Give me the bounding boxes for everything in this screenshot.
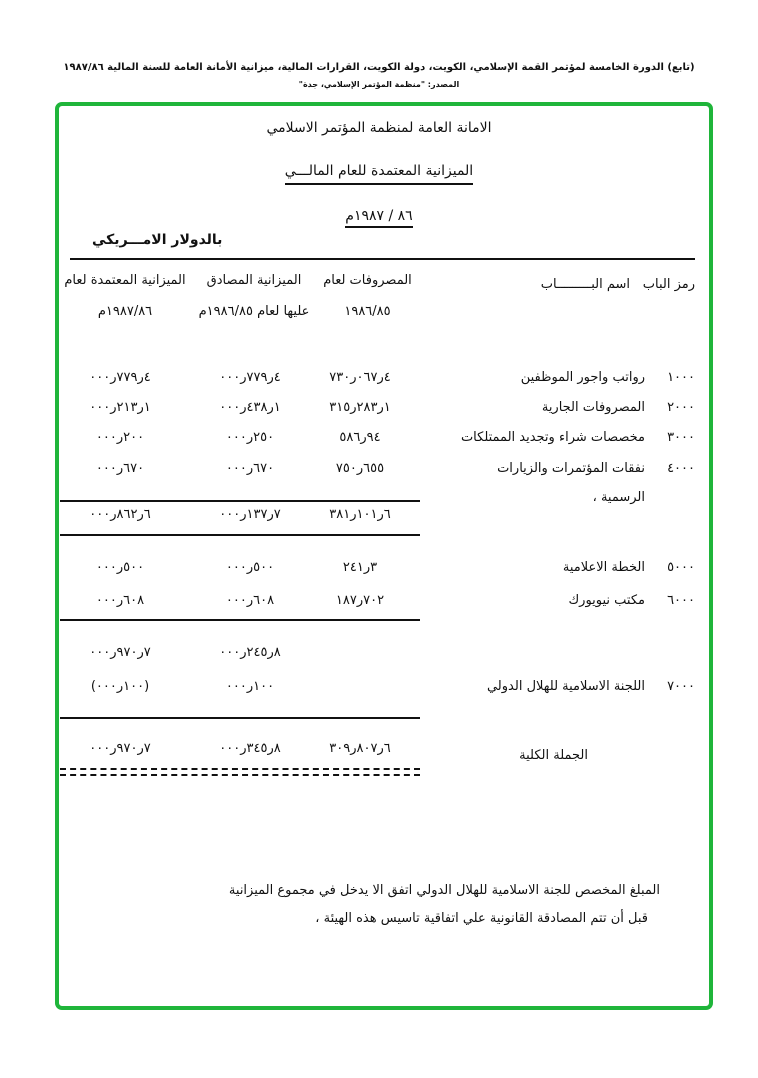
total-approved: ٨ر٣٤٥ر٠٠٠ xyxy=(219,741,281,756)
row-expenses: ٦٥٥ر٧٥٠ xyxy=(335,461,385,476)
row-approved: ٢٥٠ر٠٠٠ xyxy=(225,430,275,445)
row-name: رواتب واجور الموظفين xyxy=(520,370,645,385)
currency-note: بالدولار الامـــريكي xyxy=(92,232,223,248)
row-name: اللجنة الاسلامية للهلال الدولي xyxy=(486,679,645,694)
fiscal-year: ٨٦ / ١٩٨٧م xyxy=(0,208,758,228)
subtotal2-approved: ٨ر٢٤٥ر٠٠٠ xyxy=(219,645,281,660)
header-approved-year: عليها لعام ١٩٨٦/٨٥م xyxy=(198,304,310,319)
row-name: نفقات المؤتمرات والزيارات xyxy=(497,461,645,476)
header-approved-cell: الميزانية المصادق عليها لعام ١٩٨٦/٨٥م xyxy=(195,272,313,334)
header-approved: الميزانية المصادق xyxy=(206,273,302,288)
row-code: ٢٠٠٠ xyxy=(667,400,695,415)
header-rule xyxy=(70,258,695,260)
header-expenses-cell: المصروفات لعام ١٩٨٦/٨٥ xyxy=(320,272,415,334)
row-name: مخصصات شراء وتجديد الممتلكات xyxy=(460,430,645,445)
row-budget: ٦٠٨ر٠٠٠ xyxy=(95,593,145,608)
row-budget: ٦٧٠ر٠٠٠ xyxy=(95,461,145,476)
row-approved: ٦٧٠ر٠٠٠ xyxy=(225,461,275,476)
row-code: ٤٠٠٠ xyxy=(667,461,695,476)
header-name: اسم البـــــــــاب xyxy=(540,277,630,292)
row-expenses: ٧٠٢ر١٨٧ xyxy=(335,593,385,608)
header-expenses: المصروفات لعام xyxy=(323,273,412,288)
row-code: ٥٠٠٠ xyxy=(667,560,695,575)
header-code: رمز الباب xyxy=(642,277,695,292)
row-name: مكتب نيويورك xyxy=(568,593,645,608)
row-budget: ٤ر٧٧٩ر٠٠٠ xyxy=(89,370,151,385)
row-budget: ٥٠٠ر٠٠٠ xyxy=(95,560,145,575)
total-label: الجملة الكلية xyxy=(519,748,588,763)
subtotal1-expenses: ٦ر١٠١ر٣٨١ xyxy=(329,507,391,522)
footnote-line2: قبل أن تتم المصادقة القانونية علي اتفاقي… xyxy=(315,911,648,926)
fiscal-year-text: ٨٦ / ١٩٨٧م xyxy=(345,208,413,228)
double-rule xyxy=(60,768,420,776)
row-code: ٣٠٠٠ xyxy=(667,430,695,445)
row-budget: ٢٠٠ر٠٠٠ xyxy=(95,430,145,445)
header-budget-cell: الميزانية المعتمدة لعام ١٩٨٧/٨٦م xyxy=(62,272,188,334)
header-budget: الميزانية المعتمدة لعام xyxy=(64,273,186,288)
row-approved: ١ر٤٣٨ر٠٠٠ xyxy=(219,400,281,415)
total-budget: ٧ر٩٧٠ر٠٠٠ xyxy=(89,741,151,756)
row-code: ٦٠٠٠ xyxy=(667,593,695,608)
row-code: ١٠٠٠ xyxy=(667,370,695,385)
row-name: الخطة الاعلامية xyxy=(562,560,645,575)
document-title: الميزانية المعتمدة للعام المالـــي xyxy=(0,163,758,185)
total-expenses: ٦ر٨٠٧ر٣٠٩ xyxy=(329,741,391,756)
header-expenses-year: ١٩٨٦/٨٥ xyxy=(344,304,391,319)
section-rule xyxy=(60,619,420,621)
row-approved: ١٠٠ر٠٠٠ xyxy=(225,679,275,694)
row-budget: (١٠٠ر٠٠٠) xyxy=(90,679,150,694)
footnote-line1: المبلغ المخصص للجنة الاسلامية للهلال الد… xyxy=(228,883,660,898)
section-rule xyxy=(60,534,420,536)
row-approved: ٦٠٨ر٠٠٠ xyxy=(225,593,275,608)
row-expenses: ١ر٢٨٣ر٣١٥ xyxy=(329,400,391,415)
subtotal1-budget: ٦ر٨٦٢ر٠٠٠ xyxy=(89,507,151,522)
row-expenses: ٩٤ر٥٨٦ xyxy=(339,430,381,445)
row-code: ٧٠٠٠ xyxy=(667,679,695,694)
organization-name: الامانة العامة لمنظمة المؤتمر الاسلامي xyxy=(266,120,492,136)
source-header-line2: المصدر: "منظمة المؤتمر الإسلامي، جدة" xyxy=(298,80,460,89)
row-name-continued: الرسمية ، xyxy=(592,490,645,505)
subtotal1-approved: ٧ر١٣٧ر٠٠٠ xyxy=(219,507,281,522)
row-budget: ١ر٢١٣ر٠٠٠ xyxy=(89,400,151,415)
source-header-line1: (تابع) الدورة الخامسة لمؤتمر القمة الإسل… xyxy=(63,62,695,73)
document-title-text: الميزانية المعتمدة للعام المالـــي xyxy=(284,163,474,185)
section-rule xyxy=(60,717,420,719)
subtotal-rule xyxy=(60,500,420,502)
document-frame xyxy=(55,102,713,1010)
row-expenses: ٣ر٢٤١ xyxy=(342,560,378,575)
subtotal2-budget: ٧ر٩٧٠ر٠٠٠ xyxy=(89,645,151,660)
row-approved: ٤ر٧٧٩ر٠٠٠ xyxy=(219,370,281,385)
row-expenses: ٤ر٠٦٧ر٧٣٠ xyxy=(329,370,391,385)
header-budget-year: ١٩٨٧/٨٦م xyxy=(97,304,153,319)
row-name: المصروفات الجارية xyxy=(541,400,645,415)
row-approved: ٥٠٠ر٠٠٠ xyxy=(225,560,275,575)
